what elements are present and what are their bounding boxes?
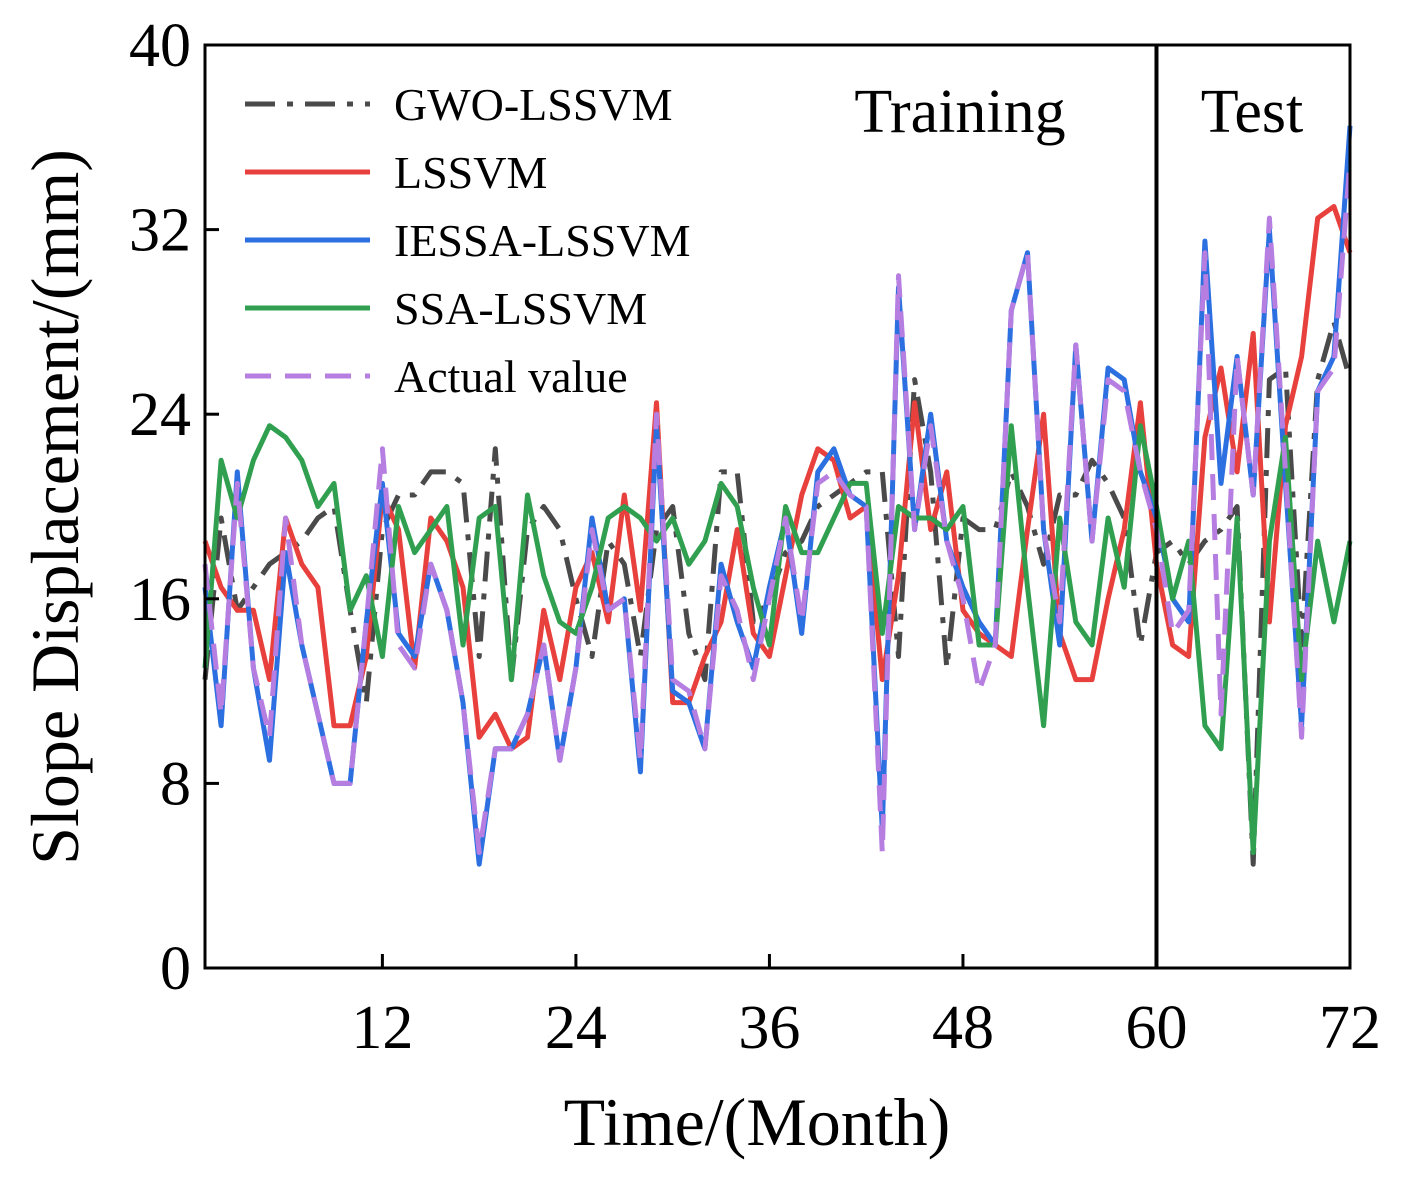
x-tick-label: 24 bbox=[545, 994, 607, 1062]
series-line-iessa-lssvm bbox=[202, 125, 1353, 867]
y-tick-label: 8 bbox=[160, 750, 191, 818]
x-axis-label: Time/(Month) bbox=[564, 1084, 951, 1160]
x-tick-label: 72 bbox=[1319, 994, 1381, 1062]
y-tick-label: 32 bbox=[129, 197, 191, 265]
legend-label: SSA-LSSVM bbox=[394, 283, 647, 334]
series-line-actual-value bbox=[202, 160, 1353, 856]
x-tick-label: 12 bbox=[351, 994, 413, 1062]
series-layer bbox=[202, 125, 1353, 867]
series-line-lssvm bbox=[202, 204, 1353, 752]
legend-label: Actual value bbox=[394, 351, 628, 402]
y-tick-label: 24 bbox=[129, 381, 191, 449]
axis-ticks: 12 24 36 48 60 72 0 8 16 24 32 40 bbox=[129, 12, 1381, 1062]
x-tick-label: 36 bbox=[738, 994, 800, 1062]
plot-frame bbox=[203, 43, 1352, 970]
legend: GWO-LSSVM LSSVM IESSA-LSSVM SSA-LSSVM Actual… bbox=[245, 79, 691, 402]
legend-label: GWO-LSSVM bbox=[394, 79, 673, 130]
series-line-ssa-lssvm bbox=[202, 423, 1353, 856]
y-tick-label: 40 bbox=[129, 12, 191, 80]
x-tick-label: 60 bbox=[1125, 994, 1187, 1062]
y-tick-label: 16 bbox=[129, 566, 191, 634]
training-region-label: Training bbox=[854, 78, 1065, 146]
y-axis-label: Slope Displacement/(mm) bbox=[17, 149, 93, 865]
x-tick-label: 48 bbox=[932, 994, 994, 1062]
legend-label: LSSVM bbox=[394, 147, 547, 198]
test-region-label: Test bbox=[1201, 78, 1303, 146]
legend-label: IESSA-LSSVM bbox=[394, 215, 691, 266]
y-tick-label: 0 bbox=[160, 935, 191, 1003]
